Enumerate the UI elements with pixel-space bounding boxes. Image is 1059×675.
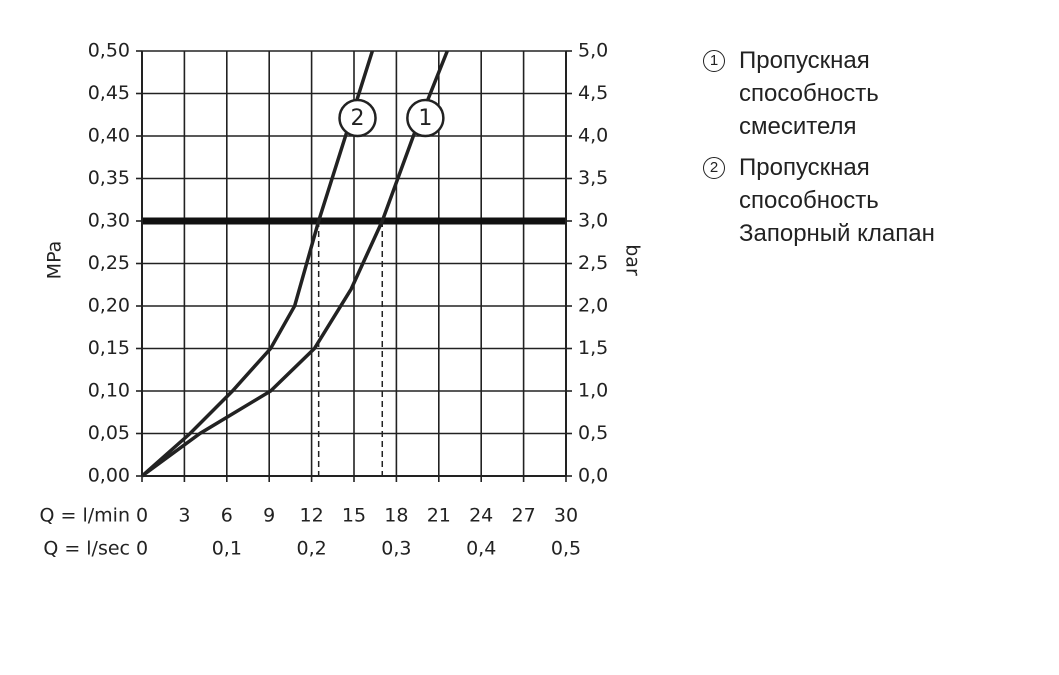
curve-label: 1: [418, 106, 432, 131]
x-tick-label: 3: [178, 505, 190, 527]
y2-tick-label: 3,5: [578, 167, 608, 189]
x2-tick-label: 0,5: [551, 538, 581, 560]
y2-tick-label: 1,5: [578, 337, 608, 359]
y2-tick-label: 2,5: [578, 252, 608, 274]
x-axis-label: Q = l/min: [40, 505, 130, 527]
y-tick-label: 0,50: [88, 40, 130, 62]
y-tick-label: 0,05: [88, 422, 130, 444]
curve-label: 2: [351, 106, 365, 131]
legend-item: 2 Пропускная способность Запорный клапан: [703, 151, 1003, 250]
y2-tick-label: 2,0: [578, 295, 608, 317]
y2-tick-label: 4,5: [578, 82, 608, 104]
y2-tick-label: 3,0: [578, 210, 608, 232]
x-tick-label: 6: [221, 505, 233, 527]
legend-item: 1 Пропускная способность смесителя: [703, 44, 1003, 143]
chart: 0,000,050,100,150,200,250,300,350,400,45…: [40, 40, 644, 560]
x-tick-label: 12: [300, 505, 324, 527]
y-tick-label: 0,15: [88, 337, 130, 359]
legend-text: Пропускная способность Запорный клапан: [739, 154, 935, 247]
y-tick-label: 0,40: [88, 125, 130, 147]
x-tick-label: 21: [427, 505, 451, 527]
legend-text: Пропускная способность смесителя: [739, 47, 879, 140]
x-tick-label: 18: [384, 505, 408, 527]
y-tick-label: 0,30: [88, 210, 130, 232]
y2-tick-label: 0,0: [578, 465, 608, 487]
curve-label-circle: [406, 98, 445, 138]
x2-tick-label: 0,1: [212, 538, 242, 560]
y-tick-label: 0,10: [88, 380, 130, 402]
y-tick-label: 0,45: [88, 82, 130, 104]
y2-tick-label: 1,0: [578, 380, 608, 402]
y-tick-label: 0,25: [88, 252, 130, 274]
y-tick-label: 0,20: [88, 295, 130, 317]
x-tick-label: 27: [512, 505, 536, 527]
legend-number: 2: [703, 157, 725, 179]
y2-tick-label: 0,5: [578, 422, 608, 444]
curve-label-circle: [338, 98, 377, 138]
y2-tick-label: 4,0: [578, 125, 608, 147]
curve: [140, 50, 375, 478]
x-tick-label: 15: [342, 505, 366, 527]
legend: 1 Пропускная способность смесителя 2 Пропус…: [703, 44, 1003, 258]
y2-tick-label: 5,0: [578, 40, 608, 62]
y-tick-label: 0,00: [88, 465, 130, 487]
x2-tick-label: 0,3: [381, 538, 411, 560]
legend-number: 1: [703, 50, 725, 72]
x-tick-label: 30: [554, 505, 578, 527]
x2-tick-label: 0,4: [466, 538, 496, 560]
y-axis-label: MPa: [44, 241, 66, 280]
x-tick-label: 24: [469, 505, 493, 527]
y2-axis-label: bar: [622, 244, 644, 276]
x2-tick-label: 0: [136, 538, 148, 560]
x2-axis-label: Q = l/sec: [43, 538, 130, 560]
x-tick-label: 9: [263, 505, 275, 527]
x2-tick-label: 0,2: [296, 538, 326, 560]
x-tick-label: 0: [136, 505, 148, 527]
curve: [140, 50, 449, 478]
y-tick-label: 0,35: [88, 167, 130, 189]
